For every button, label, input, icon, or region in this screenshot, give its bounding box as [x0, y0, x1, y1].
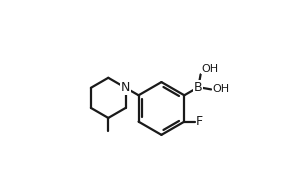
Text: B: B — [194, 81, 203, 94]
Text: OH: OH — [212, 84, 229, 94]
Text: F: F — [196, 115, 203, 128]
Text: OH: OH — [201, 64, 219, 74]
Text: N: N — [121, 81, 130, 94]
Text: N: N — [121, 81, 130, 94]
